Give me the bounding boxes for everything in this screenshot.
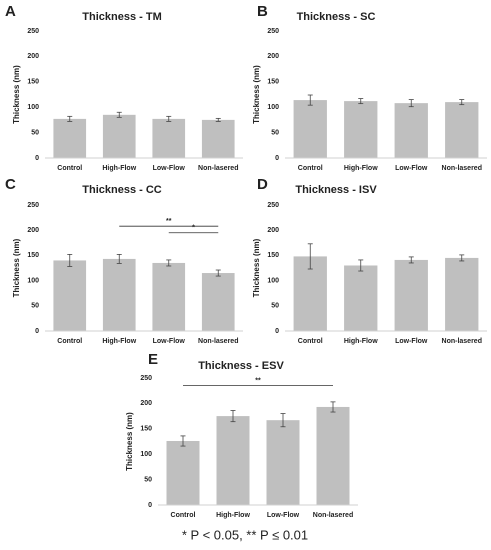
significance-label: **: [255, 377, 261, 384]
x-tick-label: Low-Flow: [395, 338, 428, 345]
x-tick-label: Control: [171, 512, 196, 519]
y-tick-label: 100: [27, 277, 39, 284]
bar: [445, 257, 479, 331]
y-tick-label: 50: [144, 476, 152, 483]
panel-label: D: [257, 176, 268, 193]
x-tick-label: High-Flow: [102, 165, 136, 172]
chart-title: Thickness - SC: [297, 11, 376, 23]
bar: [102, 258, 136, 331]
bar: [152, 118, 186, 158]
x-tick-label: Non-lasered: [442, 338, 482, 345]
y-tick-label: 50: [271, 303, 279, 310]
y-tick-label: 100: [140, 451, 152, 458]
bar: [166, 440, 200, 505]
bar: [53, 260, 87, 331]
x-tick-label: Control: [298, 165, 323, 172]
y-tick-label: 250: [27, 202, 39, 209]
x-tick-label: High-Flow: [344, 338, 378, 345]
bar: [394, 103, 428, 158]
y-tick-label: 250: [267, 28, 279, 35]
y-tick-label: 50: [31, 129, 39, 136]
x-tick-label: Non-lasered: [198, 165, 238, 172]
y-axis-label: Thickness (nm): [125, 412, 134, 471]
significance-label: *: [192, 225, 195, 232]
x-tick-label: Control: [57, 338, 82, 345]
x-tick-label: Low-Flow: [395, 165, 428, 172]
y-tick-label: 200: [140, 400, 152, 407]
panel-label: A: [5, 3, 16, 20]
y-tick-label: 150: [27, 79, 39, 86]
bar: [344, 101, 378, 158]
x-tick-label: Non-lasered: [198, 338, 238, 345]
panel-label: B: [257, 3, 268, 20]
chart-title: Thickness - CC: [82, 184, 162, 196]
y-axis-label: Thickness (nm): [252, 65, 261, 124]
chart-title: Thickness - ESV: [198, 360, 284, 372]
y-tick-label: 250: [267, 202, 279, 209]
bar: [316, 406, 350, 505]
y-tick-label: 150: [267, 252, 279, 259]
bar: [201, 273, 235, 331]
y-axis-label: Thickness (nm): [12, 238, 21, 297]
y-tick-label: 200: [27, 53, 39, 60]
bar: [102, 114, 136, 158]
x-tick-label: High-Flow: [344, 165, 378, 172]
bar: [394, 259, 428, 331]
bar: [216, 416, 250, 505]
chart-title: Thickness - ISV: [295, 184, 377, 196]
x-tick-label: Control: [57, 165, 82, 172]
y-tick-label: 0: [35, 328, 39, 335]
x-tick-label: Low-Flow: [267, 512, 300, 519]
chart-title: Thickness - TM: [82, 11, 161, 23]
bar: [266, 420, 300, 505]
y-axis-label: Thickness (nm): [12, 65, 21, 124]
y-tick-label: 0: [275, 328, 279, 335]
bar: [53, 118, 87, 158]
y-tick-label: 0: [148, 502, 152, 509]
bar: [201, 119, 235, 158]
x-tick-label: High-Flow: [216, 512, 250, 519]
y-axis-label: Thickness (nm): [252, 238, 261, 297]
y-tick-label: 200: [27, 227, 39, 234]
y-tick-label: 0: [35, 155, 39, 162]
y-tick-label: 100: [267, 277, 279, 284]
y-tick-label: 200: [267, 53, 279, 60]
footnote: * P < 0.05, ** P ≤ 0.01: [182, 527, 308, 542]
y-tick-label: 100: [267, 104, 279, 111]
y-tick-label: 200: [267, 227, 279, 234]
y-tick-label: 0: [275, 155, 279, 162]
x-tick-label: Control: [298, 338, 323, 345]
x-tick-label: High-Flow: [102, 338, 136, 345]
panel-label: E: [148, 351, 158, 368]
significance-label: **: [166, 218, 172, 225]
y-tick-label: 100: [27, 104, 39, 111]
y-tick-label: 250: [140, 375, 152, 382]
y-tick-label: 50: [271, 129, 279, 136]
x-tick-label: Low-Flow: [153, 338, 186, 345]
bar: [344, 265, 378, 331]
x-tick-label: Non-lasered: [442, 165, 482, 172]
panel-label: C: [5, 176, 16, 193]
y-tick-label: 250: [27, 28, 39, 35]
x-tick-label: Non-lasered: [313, 512, 353, 519]
x-tick-label: Low-Flow: [153, 165, 186, 172]
y-tick-label: 150: [27, 252, 39, 259]
bar: [152, 262, 186, 331]
bar: [445, 102, 479, 158]
y-tick-label: 50: [31, 303, 39, 310]
y-tick-label: 150: [267, 79, 279, 86]
bar: [293, 100, 327, 158]
y-tick-label: 150: [140, 426, 152, 433]
